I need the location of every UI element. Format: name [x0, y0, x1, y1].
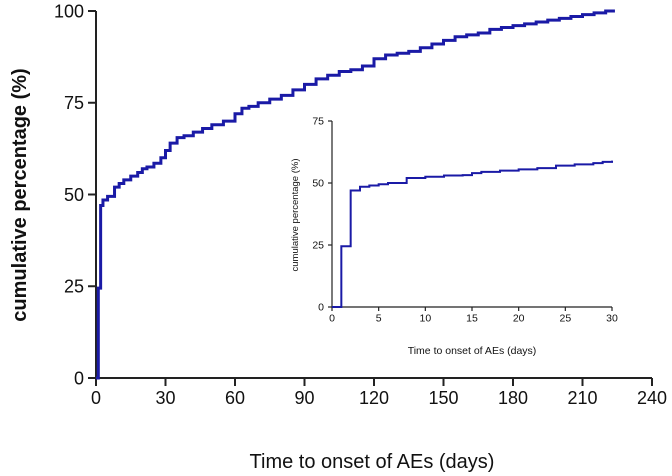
inset-y-tick-label: 0	[318, 302, 324, 314]
main-y-axis: 0 25 50 75 100	[54, 1, 97, 388]
main-x-tick-label: 150	[428, 388, 458, 408]
main-x-tick-label: 90	[294, 388, 314, 408]
inset-y-tick-label: 75	[312, 116, 324, 128]
main-x-tick-label: 60	[225, 388, 245, 408]
inset-x-tick-label: 30	[606, 313, 618, 325]
main-y-tick-label: 25	[64, 277, 84, 297]
main-x-tick-label: 120	[359, 388, 389, 408]
inset-x-tick-label: 25	[559, 313, 571, 325]
inset-x-axis-title: Time to onset of AEs (days)	[408, 345, 537, 357]
main-y-tick-label: 0	[74, 368, 84, 388]
inset-y-tick-label: 50	[312, 178, 324, 190]
main-y-axis-title: cumulative percentage (%)	[9, 68, 31, 321]
inset-x-axis: 0 5 10 15 20 25 30	[329, 306, 618, 325]
main-x-tick-label: 0	[91, 388, 101, 408]
inset-x-tick-label: 15	[466, 313, 478, 325]
inset-x-tick-label: 0	[329, 313, 335, 325]
main-x-tick-label: 240	[637, 388, 667, 408]
inset-x-tick-label: 10	[419, 313, 431, 325]
main-x-tick-label: 30	[155, 388, 175, 408]
inset-series-line	[332, 160, 613, 308]
main-x-tick-label: 210	[567, 388, 597, 408]
inset-y-axis-title: cumulative percentage (%)	[290, 159, 301, 272]
main-series-line	[96, 9, 615, 380]
main-y-tick-label: 100	[54, 1, 84, 21]
inset-x-tick-label: 5	[376, 313, 382, 325]
main-x-axis-title: Time to onset of AEs (days)	[250, 451, 495, 473]
inset-y-tick-label: 25	[312, 240, 324, 252]
inset-chart: 0 5 10 15 20 25 30 0 25 50 75 Time to onset of AE…	[290, 116, 618, 357]
inset-x-tick-label: 20	[513, 313, 525, 325]
main-y-tick-label: 50	[64, 185, 84, 205]
inset-y-axis: 0 25 50 75	[312, 116, 333, 314]
main-x-axis: 0 30 60 90 120 150 180 210 240	[91, 377, 667, 408]
main-y-tick-label: 75	[64, 93, 84, 113]
main-x-tick-label: 180	[498, 388, 528, 408]
